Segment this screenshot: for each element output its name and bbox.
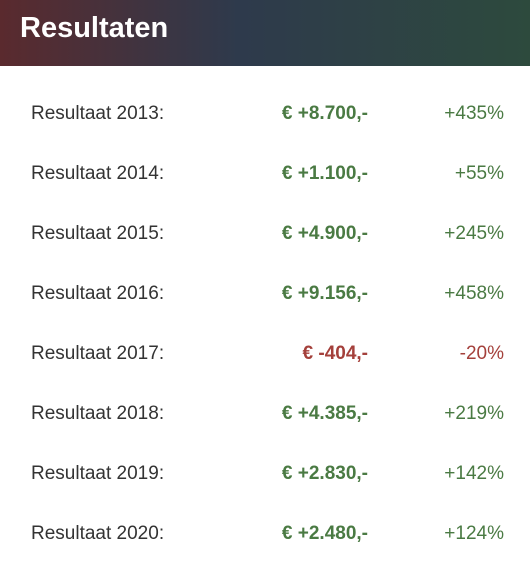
result-percentage: +124% [444, 523, 504, 544]
result-year-label: Resultaat 2016: [31, 283, 165, 304]
result-percentage: +435% [444, 103, 504, 124]
page-title: Resultaten [20, 11, 169, 44]
result-amount: € +4.385,- [281, 403, 368, 424]
result-percentage: +142% [444, 463, 504, 484]
result-year-label: Resultaat 2013: [31, 103, 165, 124]
result-year-label: Resultaat 2015: [31, 223, 165, 244]
result-amount: € +9.156,- [281, 283, 368, 304]
result-amount: € +2.480,- [281, 523, 368, 544]
result-amount: € +1.100,- [281, 163, 368, 184]
result-percentage: -20% [459, 343, 504, 364]
results-header: Resultaten [0, 0, 530, 66]
result-percentage: +219% [444, 403, 504, 424]
result-row-2020: Resultaat 2020: € +2.480,- +124% [0, 519, 530, 549]
result-amount: € +8.700,- [281, 103, 368, 124]
result-row-2016: Resultaat 2016: € +9.156,- +458% [0, 279, 530, 309]
result-amount: € +2.830,- [281, 463, 368, 484]
result-year-label: Resultaat 2014: [31, 163, 165, 184]
result-row-2015: Resultaat 2015: € +4.900,- +245% [0, 219, 530, 249]
result-row-2014: Resultaat 2014: € +1.100,- +55% [0, 159, 530, 189]
result-row-2013: Resultaat 2013: € +8.700,- +435% [0, 99, 530, 129]
result-row-2018: Resultaat 2018: € +4.385,- +219% [0, 399, 530, 429]
result-amount: € -404,- [302, 343, 368, 364]
result-row-2017: Resultaat 2017: € -404,- -20% [0, 339, 530, 369]
result-row-2019: Resultaat 2019: € +2.830,- +142% [0, 459, 530, 489]
result-amount: € +4.900,- [281, 223, 368, 244]
result-percentage: +55% [454, 163, 504, 184]
result-year-label: Resultaat 2017: [31, 343, 165, 364]
result-year-label: Resultaat 2018: [31, 403, 165, 424]
result-year-label: Resultaat 2019: [31, 463, 165, 484]
result-percentage: +245% [444, 223, 504, 244]
result-percentage: +458% [444, 283, 504, 304]
result-year-label: Resultaat 2020: [31, 523, 165, 544]
